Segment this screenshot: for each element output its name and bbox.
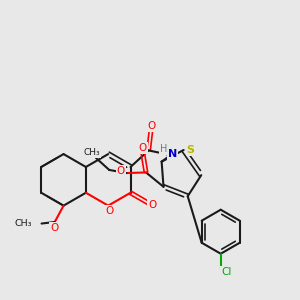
- Text: O: O: [117, 166, 125, 176]
- Text: O: O: [148, 200, 156, 210]
- Text: O: O: [147, 122, 155, 131]
- Text: CH₃: CH₃: [84, 148, 101, 157]
- Text: S: S: [187, 145, 194, 155]
- Text: CH₃: CH₃: [15, 219, 32, 228]
- Text: O: O: [106, 206, 114, 216]
- Text: Cl: Cl: [221, 267, 232, 277]
- Text: H: H: [160, 144, 167, 154]
- Text: N: N: [168, 149, 177, 160]
- Text: O: O: [139, 143, 147, 153]
- Text: O: O: [50, 223, 58, 232]
